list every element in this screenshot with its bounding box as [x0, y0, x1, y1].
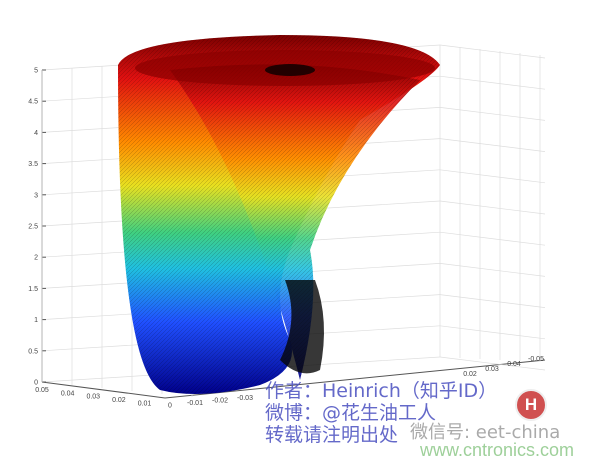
h-logo: H	[515, 389, 547, 421]
x-axis-line	[41, 381, 166, 399]
z-tick-label: 0	[34, 380, 38, 387]
x-tick-label: 0	[168, 403, 172, 410]
z-gridline	[439, 200, 546, 215]
z-gridline	[439, 138, 546, 152]
z-tick-label: 2.5	[28, 224, 38, 231]
z-gridline	[439, 356, 546, 371]
z-tick-label: 3	[34, 192, 38, 199]
z-gridline	[439, 325, 546, 340]
z-gridline	[439, 263, 546, 277]
z-tick-label: 4.5	[28, 99, 38, 106]
y-tick-label: 0.03	[485, 366, 499, 373]
x-tick-label: -0.02	[212, 398, 228, 405]
y-tick-label: -0.05	[528, 356, 544, 363]
watermark-wechat: 微信号: eet-china	[410, 422, 561, 443]
z-gridline	[439, 294, 546, 308]
z-tick-label: 3.5	[28, 161, 38, 168]
z-tick-label: 5	[34, 68, 38, 75]
x-tick-label: 0.04	[61, 390, 75, 397]
z-gridline	[439, 44, 546, 59]
watermark-weibo: 微博：@花生油工人	[265, 402, 437, 424]
y-axis-line	[164, 359, 546, 399]
z-gridline	[439, 107, 546, 121]
watermark-notice: 转载请注明出处	[265, 424, 399, 446]
watermark-site: www.cntronics.com	[420, 440, 575, 460]
z-tick-label: 1	[34, 317, 38, 324]
z-gridline	[439, 169, 546, 184]
y-tick-label: 0.04	[507, 361, 521, 368]
watermark-author: 作者：Heinrich（知乎ID）	[265, 380, 498, 402]
y-tick-label: 0.02	[463, 371, 477, 378]
x-tick-label: -0.01	[187, 400, 203, 407]
x-tick-label: 0.03	[86, 394, 100, 401]
z-tick-label: 0.5	[28, 348, 38, 355]
z-tick-label: 2	[34, 255, 38, 262]
x-tick-label: 0.01	[138, 400, 152, 407]
x-tick-label: -0.03	[237, 395, 253, 402]
x-tick-label: 0.05	[35, 387, 49, 394]
z-tick-label: 4	[34, 130, 38, 137]
z-gridline	[439, 75, 546, 90]
surface	[118, 35, 440, 394]
x-tick-label: 0.02	[112, 397, 126, 404]
z-tick-label: 1.5	[28, 286, 38, 293]
z-gridline	[439, 231, 546, 246]
